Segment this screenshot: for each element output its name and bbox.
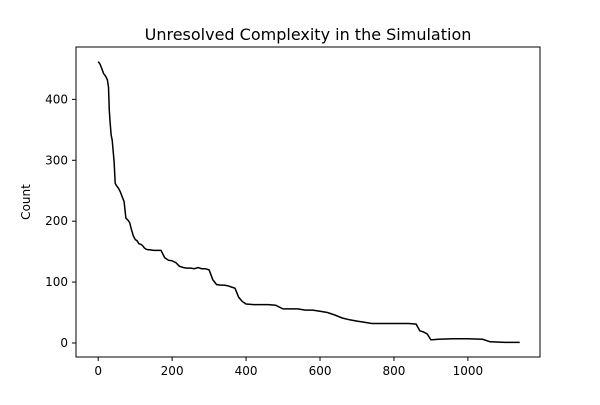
- x-tick-label-0: 0: [94, 364, 102, 378]
- y-tick-label-400: 400: [45, 92, 68, 106]
- chart-title: Unresolved Complexity in the Simulation: [145, 25, 472, 44]
- y-tick-label-100: 100: [45, 275, 68, 289]
- y-axis-label: Count: [19, 184, 33, 220]
- plot-frame: [75, 46, 541, 358]
- y-tick-label-0: 0: [60, 336, 68, 350]
- x-tick-label-600: 600: [309, 364, 332, 378]
- series-line-0: [97, 61, 520, 344]
- x-tick-label-200: 200: [161, 364, 184, 378]
- y-tick-label-200: 200: [45, 214, 68, 228]
- y-tick-label-300: 300: [45, 153, 68, 167]
- x-tick-label-800: 800: [383, 364, 406, 378]
- x-tick-label-400: 400: [235, 364, 258, 378]
- x-tick-label-1000: 1000: [453, 364, 484, 378]
